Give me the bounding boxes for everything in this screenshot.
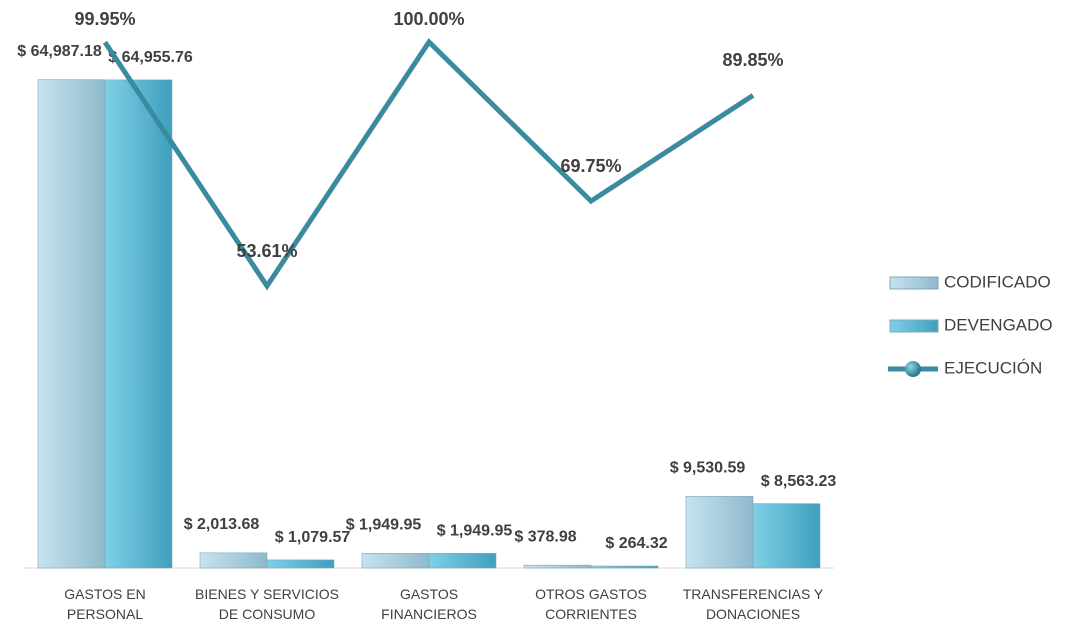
x-tick-label: GASTOS FINANCIEROS bbox=[381, 586, 477, 622]
bar bbox=[590, 565, 659, 569]
bar bbox=[752, 503, 821, 569]
legend-swatch bbox=[889, 319, 939, 333]
data-label: $ 1,949.95 bbox=[437, 523, 513, 540]
bar bbox=[104, 79, 173, 569]
bar bbox=[37, 79, 106, 569]
x-tick-label: TRANSFERENCIAS Y DONACIONES bbox=[682, 586, 824, 622]
legend-label: DEVENGADO bbox=[944, 315, 1053, 334]
data-label: $ 9,530.59 bbox=[670, 460, 746, 477]
data-label: 53.61% bbox=[236, 241, 297, 261]
legend-label: CODIFICADO bbox=[944, 272, 1051, 291]
line bbox=[102, 38, 755, 291]
data-label: 89.85% bbox=[722, 50, 783, 70]
x-tick-label: OTROS GASTOS CORRIENTES bbox=[535, 586, 647, 622]
x-tick-label: GASTOS EN PERSONAL bbox=[64, 586, 146, 622]
legend-swatch bbox=[889, 276, 939, 290]
data-label: $ 1,949.95 bbox=[346, 517, 422, 534]
data-label: 99.95% bbox=[74, 9, 135, 29]
bar bbox=[428, 553, 497, 569]
data-label: 100.00% bbox=[393, 9, 464, 29]
data-label: $ 64,955.76 bbox=[108, 49, 193, 66]
data-label: $ 8,563.23 bbox=[761, 473, 837, 490]
legend-swatch bbox=[905, 361, 921, 377]
bar bbox=[199, 552, 268, 569]
x-tick-label: BIENES Y SERVICIOS DE CONSUMO bbox=[195, 586, 339, 622]
data-label: $ 264.32 bbox=[605, 535, 667, 552]
data-label: $ 378.98 bbox=[514, 528, 576, 545]
data-label: $ 2,013.68 bbox=[184, 516, 260, 533]
data-label: $ 1,079.57 bbox=[275, 529, 351, 546]
bar bbox=[361, 553, 430, 569]
data-label: 69.75% bbox=[560, 156, 621, 176]
data-label: $ 64,987.18 bbox=[17, 43, 102, 60]
bar bbox=[523, 564, 592, 569]
bar bbox=[266, 559, 335, 569]
legend-label: EJECUCIÓN bbox=[944, 358, 1042, 377]
bar bbox=[685, 496, 754, 569]
